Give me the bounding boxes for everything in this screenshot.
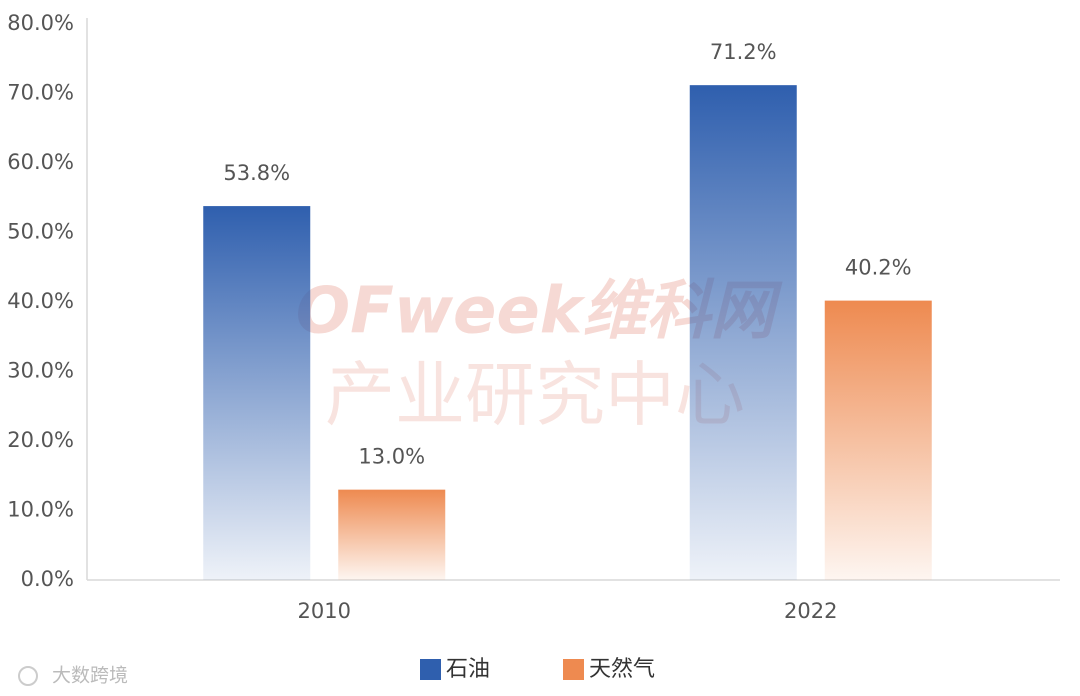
y-tick-label: 50.0% [7,220,74,244]
y-tick-label: 20.0% [7,428,74,452]
y-tick-label: 70.0% [7,81,74,105]
bar [338,489,446,580]
logo-icon [18,666,38,686]
bar [824,300,932,580]
x-tick-label: 2010 [298,599,351,623]
legend-label: 天然气 [589,657,655,682]
y-tick-label: 40.0% [7,289,74,313]
value-label: 71.2% [710,40,777,64]
y-tick-label: 10.0% [7,498,74,522]
legend-swatch [420,659,441,680]
watermark: 产业研究中心 [325,354,745,436]
y-tick-label: 0.0% [21,567,74,591]
bar [689,85,797,580]
legend-label: 石油 [446,657,490,682]
value-label: 13.0% [358,445,425,469]
x-tick-label: 2022 [784,599,837,623]
legend-swatch [563,659,584,680]
y-tick-label: 60.0% [7,150,74,174]
value-label: 40.2% [845,256,912,280]
y-tick-label: 80.0% [7,11,74,35]
bar [203,206,311,580]
logo-text: 大数跨境 [52,665,128,687]
y-tick-label: 30.0% [7,359,74,383]
value-label: 53.8% [223,161,290,185]
